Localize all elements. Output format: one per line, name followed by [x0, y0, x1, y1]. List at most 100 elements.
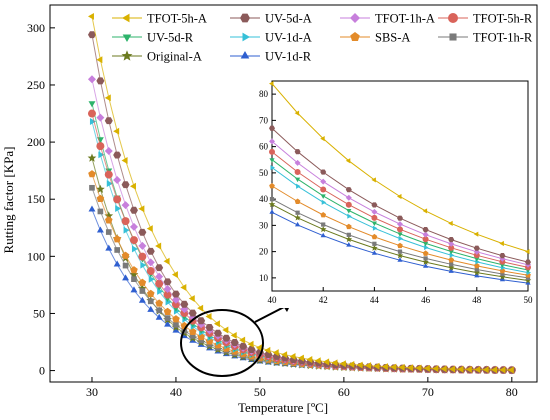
- inset-data-point: [345, 235, 353, 243]
- data-point: [247, 340, 254, 348]
- data-point: [130, 266, 138, 274]
- legend-label: UV-1d-R: [265, 50, 312, 64]
- inset-data-point: [448, 250, 454, 255]
- data-point: [188, 295, 195, 303]
- data-point: [171, 271, 178, 279]
- data-point: [197, 304, 204, 312]
- data-point: [138, 278, 147, 286]
- inset-data-point: [270, 165, 275, 171]
- data-point: [138, 241, 147, 250]
- inset-data-point: [346, 232, 351, 237]
- inset-data-point: [296, 183, 301, 189]
- data-point: [104, 211, 114, 220]
- inset-data-point: [294, 214, 301, 221]
- inset-data-point: [422, 236, 429, 243]
- data-point: [105, 229, 112, 235]
- inset-data-point: [422, 208, 428, 214]
- inset-data-point: [474, 272, 480, 278]
- inset-data-point: [320, 212, 327, 218]
- data-point: [123, 226, 130, 234]
- x-tick-label: 30: [86, 385, 98, 399]
- inset-series-uv-1d-r: [269, 209, 531, 285]
- data-point: [230, 339, 239, 346]
- data-point: [163, 278, 172, 286]
- inset-data-point: [320, 194, 326, 199]
- inset-y-tick-label: 80: [259, 89, 269, 99]
- x-tick-label: 70: [422, 385, 434, 399]
- data-point: [146, 247, 155, 255]
- inset-y-tick-label: 30: [259, 220, 269, 230]
- inset-data-point: [269, 197, 275, 202]
- data-point: [474, 366, 481, 374]
- data-point: [87, 75, 96, 84]
- data-point: [139, 288, 146, 294]
- data-point: [129, 206, 138, 214]
- data-point: [138, 228, 147, 236]
- data-point: [96, 194, 105, 202]
- data-point: [155, 299, 163, 307]
- data-point: [88, 101, 96, 108]
- inset-data-point: [474, 267, 479, 272]
- legend-marker: [350, 13, 360, 23]
- data-point: [104, 216, 113, 224]
- inset-data-point: [397, 215, 403, 221]
- inset-data-point: [499, 276, 505, 282]
- legend-marker: [449, 33, 457, 41]
- inset-data-point: [525, 249, 530, 255]
- data-point: [482, 366, 489, 374]
- data-point: [140, 261, 147, 269]
- data-point: [449, 365, 456, 373]
- inset-series-original-a: [268, 200, 532, 284]
- inset-data-point: [321, 199, 327, 205]
- data-point: [146, 267, 155, 276]
- data-point: [121, 157, 128, 164]
- inset-series-sbs-a: [269, 183, 531, 278]
- data-point: [130, 286, 138, 293]
- data-point: [247, 346, 256, 353]
- inset-data-point: [371, 202, 378, 208]
- inset-data-point: [473, 245, 480, 251]
- legend-marker: [121, 50, 133, 61]
- data-point: [306, 356, 313, 363]
- data-point: [163, 284, 172, 293]
- data-point: [97, 208, 104, 215]
- inset-data-point: [422, 250, 429, 256]
- data-point: [88, 170, 96, 178]
- data-point: [407, 364, 414, 372]
- data-point: [365, 362, 372, 370]
- legend-item-tfot-5h-a: TFOT-5h-A: [112, 12, 207, 26]
- data-point: [96, 142, 105, 151]
- legend-marker: [122, 13, 130, 23]
- inset-data-point: [423, 263, 429, 268]
- inset-data-point: [449, 252, 455, 258]
- inset-data-point: [371, 244, 378, 251]
- legend: TFOT-5h-A UV-5d-A TFOT-1h-A TFOT-5h-R UV-5d-…: [112, 12, 533, 64]
- inset-data-point: [269, 209, 275, 214]
- data-point: [115, 205, 122, 213]
- data-point: [314, 357, 321, 365]
- inset-data-point: [397, 226, 403, 233]
- data-point: [131, 245, 138, 253]
- legend-marker: [350, 32, 360, 42]
- data-point: [129, 182, 136, 190]
- inset-data-point: [448, 240, 455, 247]
- legend-label: UV-5d-R: [147, 31, 194, 45]
- data-point: [339, 360, 346, 368]
- inset-data-point: [371, 208, 378, 215]
- data-point: [89, 184, 95, 191]
- data-point: [432, 365, 439, 373]
- inset-x-tick-label: 40: [268, 295, 278, 305]
- legend-marker: [122, 34, 132, 42]
- inset-data-point: [295, 221, 301, 227]
- inset-data-point: [319, 225, 327, 233]
- data-point: [255, 344, 262, 352]
- inset-data-point: [398, 235, 403, 242]
- data-point: [356, 361, 363, 369]
- legend-marker: [240, 51, 250, 59]
- data-point: [239, 342, 248, 350]
- inset-data-point: [448, 220, 453, 226]
- data-point: [297, 354, 304, 362]
- data-point: [171, 290, 180, 298]
- data-point: [213, 329, 222, 337]
- data-point: [180, 300, 189, 308]
